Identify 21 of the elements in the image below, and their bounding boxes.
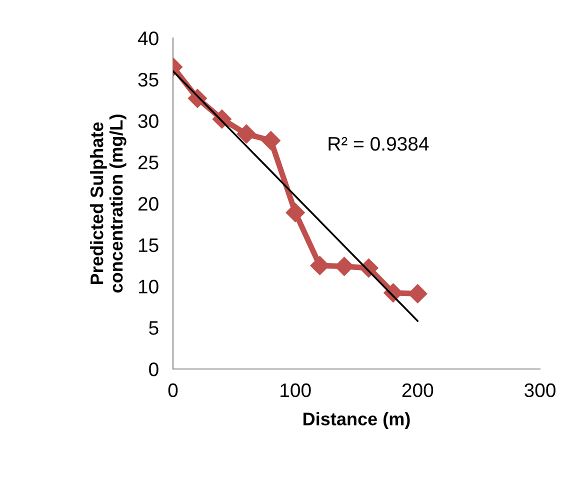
point [261, 131, 280, 150]
x-tick-label: 100 [280, 383, 311, 398]
y-tick-label: 0 [149, 362, 158, 376]
x-tick-label: 200 [402, 383, 434, 398]
y-tick-label: 5 [149, 321, 158, 335]
y-tick-label: 10 [138, 280, 158, 294]
y-tick-label: 20 [138, 196, 158, 211]
y-tick-label: 15 [138, 238, 158, 252]
point [334, 256, 354, 276]
x-axis-title: Distance (m) [304, 412, 410, 429]
y-tick-label: 35 [138, 72, 158, 87]
point [236, 124, 256, 144]
point [408, 284, 428, 304]
y-tick-label: 25 [138, 156, 158, 170]
y-tick-label: 40 [138, 31, 158, 46]
x-tick-label: 300 [524, 383, 556, 398]
x-tick-label: 0 [168, 383, 178, 398]
annotation: R² = 0.9384 [328, 136, 429, 151]
point [286, 203, 305, 222]
y-axis-title: Predicted Sulphate concentration (mg/L) [90, 114, 126, 293]
y-tick-label: 30 [138, 114, 158, 128]
